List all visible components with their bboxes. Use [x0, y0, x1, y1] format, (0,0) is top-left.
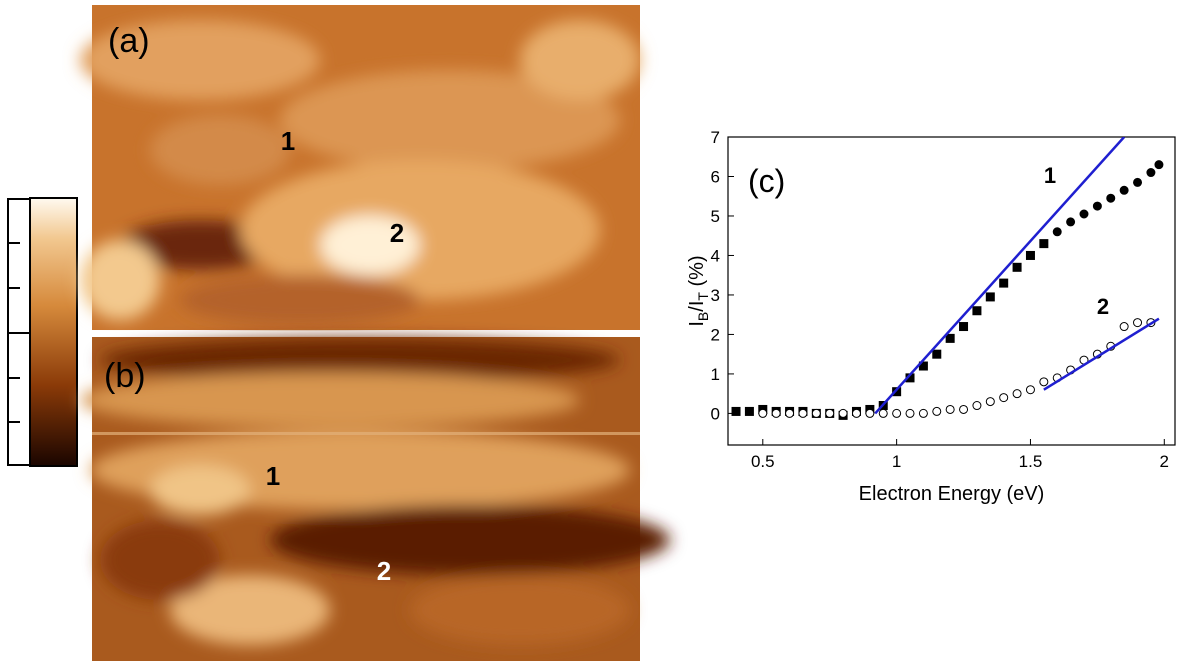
y-tick-label: 0 — [711, 404, 720, 423]
data-point — [945, 404, 955, 414]
region-label: 2 — [377, 556, 391, 586]
data-point — [744, 406, 754, 416]
data-point — [918, 408, 928, 418]
x-tick-label: 1.5 — [1019, 452, 1043, 471]
x-tick-label: 1 — [892, 452, 901, 471]
data-point — [999, 393, 1009, 403]
y-tick-label: 6 — [711, 167, 720, 186]
data-point — [972, 401, 982, 411]
y-axis-label-part: (%) — [686, 255, 708, 292]
x-axis-label: Electron Energy (eV) — [859, 483, 1045, 505]
data-point — [1133, 318, 1143, 328]
x-tick-label: 0.5 — [751, 452, 775, 471]
data-point — [985, 292, 995, 302]
curve-label: 2 — [1097, 294, 1109, 319]
fit-line — [874, 137, 1126, 415]
y-tick-label: 4 — [711, 246, 720, 265]
data-point — [878, 408, 888, 418]
x-tick-label: 2 — [1160, 452, 1169, 471]
data-point — [1039, 239, 1049, 249]
curve-label: 1 — [1044, 163, 1056, 188]
data-point — [932, 349, 942, 359]
y-tick-label: 1 — [711, 365, 720, 384]
data-point — [1106, 193, 1116, 203]
data-point — [1079, 209, 1089, 219]
data-point — [1119, 185, 1129, 195]
data-point — [1025, 250, 1035, 260]
data-point — [932, 406, 942, 416]
plot-area — [731, 137, 1164, 420]
y-axis-label-part: T — [695, 292, 711, 301]
data-point — [892, 387, 902, 397]
plot-frame — [727, 136, 1176, 446]
y-axis-label-part: I — [686, 321, 708, 327]
chart-c: 0 1 2 3 4 5 6 7 0.5 1 1.5 2 Electron Energy (eV) IB/I… — [686, 128, 1176, 505]
data-point — [865, 408, 875, 418]
panel-label: (b) — [104, 357, 146, 395]
data-point — [851, 408, 861, 418]
data-point — [825, 408, 835, 418]
data-point — [1154, 160, 1164, 170]
y-tick-label: 7 — [711, 128, 720, 147]
data-point — [1092, 201, 1102, 211]
data-point — [811, 408, 821, 418]
data-point — [1119, 322, 1129, 332]
data-point — [1012, 262, 1022, 272]
data-point — [771, 408, 781, 418]
data-point — [959, 322, 969, 332]
data-point — [798, 408, 808, 418]
y-tick-label: 5 — [711, 207, 720, 226]
panel-label: (a) — [108, 22, 150, 60]
data-point — [758, 408, 768, 418]
data-point — [945, 333, 955, 343]
data-point — [1066, 217, 1076, 227]
data-point — [1012, 389, 1022, 399]
data-point — [1039, 377, 1049, 387]
data-point — [1052, 227, 1062, 237]
data-point — [1146, 168, 1156, 178]
panel-label: (c) — [748, 163, 785, 199]
region-label: 1 — [281, 126, 295, 156]
data-point — [959, 404, 969, 414]
region-label: 2 — [390, 218, 404, 248]
data-point — [731, 406, 741, 416]
data-point — [1133, 177, 1143, 187]
data-point — [1025, 385, 1035, 395]
data-point — [999, 278, 1009, 288]
image-b — [80, 337, 670, 661]
fit-line — [1043, 317, 1160, 391]
colorbar — [7, 197, 78, 467]
y-axis-label-part: B — [695, 312, 711, 321]
y-axis-label-part: /I — [686, 301, 708, 312]
data-point — [892, 408, 902, 418]
region-label: 1 — [266, 461, 280, 491]
image-a — [80, 5, 642, 336]
data-point — [785, 408, 795, 418]
y-tick-label: 2 — [711, 325, 720, 344]
data-point — [985, 397, 995, 407]
y-tick-label: 3 — [711, 286, 720, 305]
data-point — [972, 306, 982, 316]
data-point — [838, 408, 848, 418]
y-axis-label: IB/IT (%) — [686, 255, 711, 326]
data-point — [905, 408, 915, 418]
